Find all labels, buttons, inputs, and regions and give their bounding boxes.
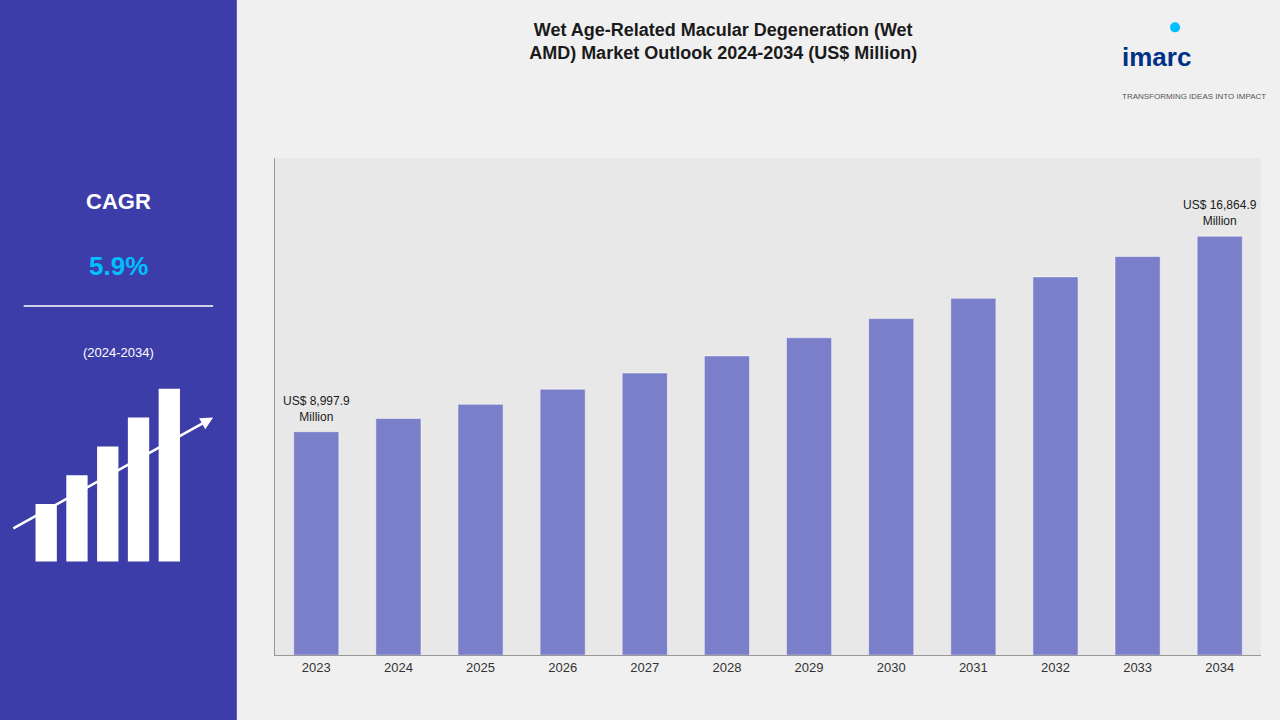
svg-text:5.9%: 5.9%: [89, 251, 148, 281]
svg-text:2030: 2030: [877, 660, 906, 675]
svg-text:2031: 2031: [959, 660, 988, 675]
svg-text:2025: 2025: [466, 660, 495, 675]
svg-text:Wet Age-Related Macular Degene: Wet Age-Related Macular Degeneration (We…: [529, 20, 917, 63]
svg-text:(2024-2034): (2024-2034): [83, 345, 154, 360]
svg-text:US$ 8,997.9Million: US$ 8,997.9Million: [283, 394, 350, 424]
svg-text:2027: 2027: [630, 660, 659, 675]
svg-text:TRANSFORMING IDEAS INTO IMPACT: TRANSFORMING IDEAS INTO IMPACT: [1122, 92, 1266, 101]
svg-text:2028: 2028: [712, 660, 741, 675]
svg-text:2024: 2024: [384, 660, 413, 675]
svg-text:2032: 2032: [1041, 660, 1070, 675]
svg-text:2026: 2026: [548, 660, 577, 675]
svg-text:2034: 2034: [1205, 660, 1234, 675]
svg-text:2033: 2033: [1123, 660, 1152, 675]
svg-text:CAGR: CAGR: [86, 189, 151, 214]
svg-text:imarc: imarc: [1122, 42, 1191, 72]
svg-text:2029: 2029: [795, 660, 824, 675]
svg-text:US$ 16,864.9Million: US$ 16,864.9Million: [1183, 198, 1257, 228]
svg-text:2023: 2023: [302, 660, 331, 675]
